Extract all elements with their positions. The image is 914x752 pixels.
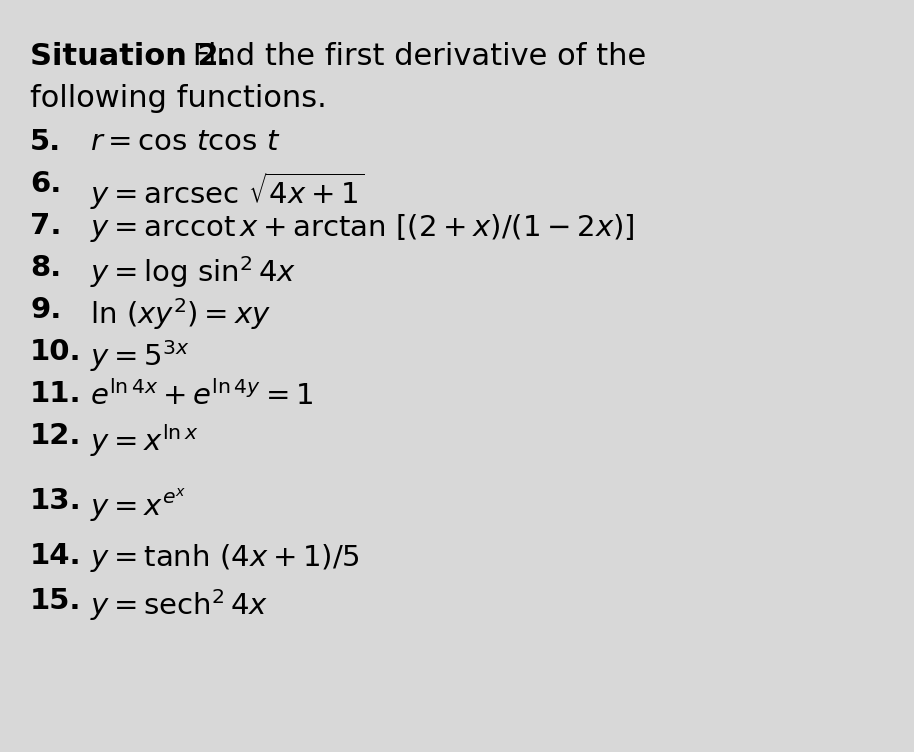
Text: $e^{\ln 4x} + e^{\ln 4y} = 1$: $e^{\ln 4x} + e^{\ln 4y} = 1$	[90, 380, 314, 411]
Text: 11.: 11.	[30, 380, 81, 408]
Text: $r = \cos\,t\cos\,t$: $r = \cos\,t\cos\,t$	[90, 128, 281, 156]
Text: $y = 5^{3x}$: $y = 5^{3x}$	[90, 338, 190, 374]
Text: 14.: 14.	[30, 542, 81, 570]
Text: Situation 2.: Situation 2.	[30, 42, 230, 71]
Text: 6.: 6.	[30, 170, 61, 198]
Text: 5.: 5.	[30, 128, 61, 156]
Text: 12.: 12.	[30, 422, 81, 450]
Text: $y = \mathrm{sech}^2\,4x$: $y = \mathrm{sech}^2\,4x$	[90, 587, 268, 623]
Text: $\ln\,(xy^2) = xy$: $\ln\,(xy^2) = xy$	[90, 296, 271, 332]
Text: 8.: 8.	[30, 254, 61, 282]
Text: $y = \tanh\,(4x + 1)/5$: $y = \tanh\,(4x + 1)/5$	[90, 542, 360, 574]
Text: following functions.: following functions.	[30, 84, 326, 113]
Text: 9.: 9.	[30, 296, 61, 324]
Text: $y = \mathrm{arccot}\,x + \arctan\,[(2 + x)/(1 - 2x)]$: $y = \mathrm{arccot}\,x + \arctan\,[(2 +…	[90, 212, 634, 244]
Text: $y = \mathrm{arcsec}\ \sqrt{4x+1}$: $y = \mathrm{arcsec}\ \sqrt{4x+1}$	[90, 170, 365, 212]
Text: 13.: 13.	[30, 487, 81, 515]
Text: Find the first derivative of the: Find the first derivative of the	[183, 42, 646, 71]
Text: 7.: 7.	[30, 212, 61, 240]
Text: $y = x^{\ln x}$: $y = x^{\ln x}$	[90, 422, 198, 459]
Text: $y = x^{e^x}$: $y = x^{e^x}$	[90, 487, 186, 524]
Text: 10.: 10.	[30, 338, 81, 366]
Text: 15.: 15.	[30, 587, 81, 615]
Text: $y = \log\,\sin^2 4x$: $y = \log\,\sin^2 4x$	[90, 254, 296, 290]
